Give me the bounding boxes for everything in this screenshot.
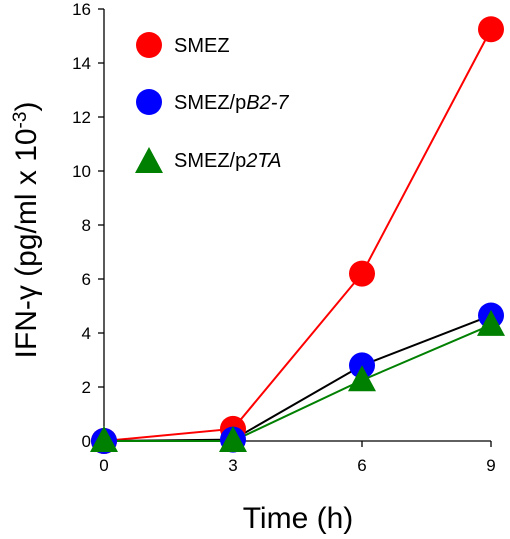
x-tick-label: 6: [357, 456, 366, 475]
legend-marker: [135, 147, 163, 173]
y-tick-label: 8: [82, 216, 91, 235]
y-tick-label: 2: [82, 378, 91, 397]
legend-label: SMEZ: [174, 35, 230, 57]
y-tick-label: 16: [72, 0, 91, 19]
data-point: [478, 16, 504, 43]
y-tick-label: 12: [72, 108, 91, 127]
x-tick-label: 9: [486, 456, 495, 475]
y-tick-label: 6: [82, 270, 91, 289]
data-point: [349, 260, 375, 287]
legend-label-italic: B2-7: [246, 92, 289, 114]
series-line: [104, 323, 492, 442]
data-point: [348, 365, 376, 392]
series-group: [90, 16, 505, 454]
tick-labels: 0 2 4 6 8 10 12 14 16 0 3 6 9: [72, 0, 496, 475]
data-point: [219, 426, 247, 452]
y-tick-label: 10: [72, 162, 91, 181]
legend-label: SMEZ/p2TA: [174, 150, 281, 172]
y-axis-label-close: ): [10, 102, 43, 112]
legend-marker: [136, 89, 162, 115]
legend-label: SMEZ/pB2-7: [174, 92, 289, 114]
x-tick-label: 0: [99, 456, 108, 475]
legend-label-italic: 2TA: [245, 150, 281, 172]
x-axis-label: Time (h): [243, 502, 354, 535]
series-line: [103, 28, 492, 442]
legend-marker: [136, 32, 162, 58]
data-point: [477, 309, 505, 336]
y-tick-label: 14: [72, 54, 91, 73]
y-tick-label: 0: [82, 432, 91, 451]
y-axis-label-main: IFN-γ (pg/ml x 10: [10, 128, 43, 358]
axes: [98, 8, 492, 447]
y-axis-label-superscript: -3: [10, 112, 31, 129]
series-line: [103, 314, 492, 442]
y-axis-label: IFN-γ (pg/ml x 10-3): [10, 102, 44, 359]
x-tick-label: 3: [228, 456, 237, 475]
y-tick-label: 4: [82, 324, 91, 343]
legend-label-text: SMEZ/p: [174, 150, 246, 172]
legend-label-text: SMEZ/p: [174, 92, 246, 114]
legend-label-text: SMEZ: [174, 35, 230, 57]
data-point: [90, 426, 118, 452]
